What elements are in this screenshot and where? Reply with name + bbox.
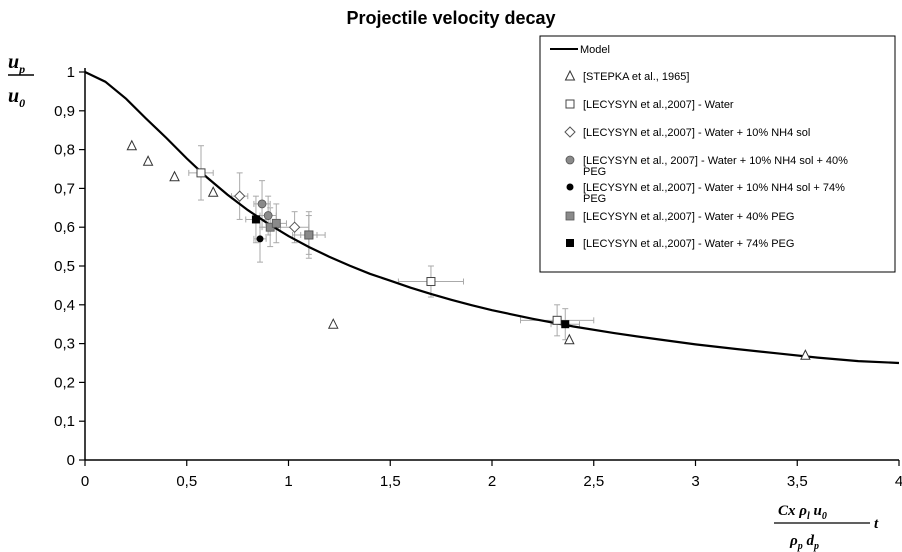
y-tick-label: 0,3: [54, 336, 75, 353]
data-point: [564, 333, 575, 345]
data-point: [304, 230, 314, 240]
x-label-denominator-sub: p: [797, 541, 803, 552]
model-curve: [84, 71, 900, 365]
data-point: [426, 277, 436, 287]
data-point: [233, 190, 246, 202]
legend-box: [539, 35, 896, 273]
x-tick-label: 0: [81, 473, 89, 490]
x-label-denominator-rest-sub: p: [813, 541, 819, 552]
x-label-numerator: Cx ρl u0: [778, 503, 827, 522]
y-tick-label: 0,8: [54, 142, 75, 159]
legend: Model [STEPKA et al., 1965] [LECYSYN et al…: [539, 35, 896, 273]
legend-marker: [564, 126, 576, 138]
legend-marker: [564, 69, 576, 81]
x-tick-label: 1: [284, 473, 292, 490]
legend-label: [LECYSYN et al., 2007] - Water + 10% NH4…: [583, 155, 848, 178]
y-tick-label: 0: [67, 452, 75, 469]
x-tick-label: 2,5: [583, 473, 604, 490]
error-bars: [188, 145, 595, 341]
legend-label: [LECYSYN et al.,2007] - Water + 40% PEG: [583, 211, 794, 223]
y-tick-label: 1: [67, 64, 75, 81]
x-label-denominator: ρp dp: [789, 533, 819, 552]
data-point: [196, 168, 206, 178]
legend-label-line: PEG: [583, 193, 606, 205]
legend-label: [STEPKA et al., 1965]: [583, 71, 689, 83]
x-label-numerator-sub: l: [807, 511, 810, 522]
legend-label-line: PEG: [583, 166, 606, 178]
x-tick-label: 4: [895, 473, 902, 490]
y-label-denominator: u0: [8, 85, 25, 110]
y-tick-label: 0,9: [54, 103, 75, 120]
x-tick-label: 2: [488, 473, 496, 490]
legend-label-line: [LECYSYN et al., 2007] - Water + 10% NH4…: [583, 155, 848, 167]
y-tick-label: 0,7: [54, 180, 75, 197]
y-label-numerator: up: [8, 51, 25, 76]
x-label-numerator-rest: u: [810, 503, 822, 519]
x-tick-label: 3,5: [787, 473, 808, 490]
y-tick-label: 0,4: [54, 297, 75, 314]
data-point: [263, 211, 273, 220]
data-point: [552, 315, 562, 325]
x-tick-label: 3: [691, 473, 699, 490]
y-axis-label: up u0: [8, 51, 34, 110]
y-tick-label: 0,2: [54, 374, 75, 391]
legend-marker: [565, 99, 575, 109]
legend-marker: [566, 183, 574, 191]
legend-label: [LECYSYN et al.,2007] - Water: [583, 99, 734, 111]
legend-marker: [565, 155, 575, 165]
data-point: [169, 170, 180, 182]
x-label-time: t: [874, 516, 879, 532]
data-point: [800, 349, 811, 360]
data-point: [257, 199, 267, 209]
y-label-numerator-sub: p: [18, 62, 25, 76]
x-label-numerator-rest-sub: 0: [822, 511, 827, 522]
legend-label: [LECYSYN et al.,2007] - Water + 10% NH4 …: [583, 127, 810, 139]
data-point: [126, 139, 138, 151]
data-point: [207, 186, 219, 197]
x-tick-label: 0,5: [176, 473, 197, 490]
data-point: [561, 320, 570, 329]
data-point: [142, 155, 154, 166]
legend-marker: [566, 239, 574, 247]
x-axis-label: Cx ρl u0 t ρp dp: [774, 503, 879, 552]
legend-marker: [565, 211, 575, 221]
data-point: [256, 235, 264, 243]
data-point: [271, 218, 281, 228]
data-points: [126, 139, 811, 360]
legend-label-line: [LECYSYN et al.,2007] - Water + 10% NH4 …: [583, 182, 845, 194]
legend-label: [LECYSYN et al.,2007] - Water + 74% PEG: [583, 238, 794, 250]
y-tick-label: 0,1: [54, 413, 75, 430]
y-tick-label: 0,6: [54, 219, 75, 236]
data-point: [251, 215, 260, 224]
x-label-denominator-rest: d: [803, 533, 815, 549]
legend-label: [LECYSYN et al.,2007] - Water + 10% NH4 …: [583, 182, 845, 205]
data-point: [288, 221, 301, 233]
legend-model-label: Model: [580, 44, 610, 56]
chart-title: Projectile velocity decay: [346, 8, 556, 28]
axes: 0 0,1 0,2 0,3 0,4 0,5 0,6 0,7 0,8 0,9 1 0 0,5 1 1,5 2 2,…: [54, 64, 902, 490]
data-point: [327, 318, 339, 329]
x-tick-label: 1,5: [380, 473, 401, 490]
y-tick-label: 0,5: [54, 258, 75, 275]
y-label-denominator-sub: 0: [19, 96, 25, 110]
